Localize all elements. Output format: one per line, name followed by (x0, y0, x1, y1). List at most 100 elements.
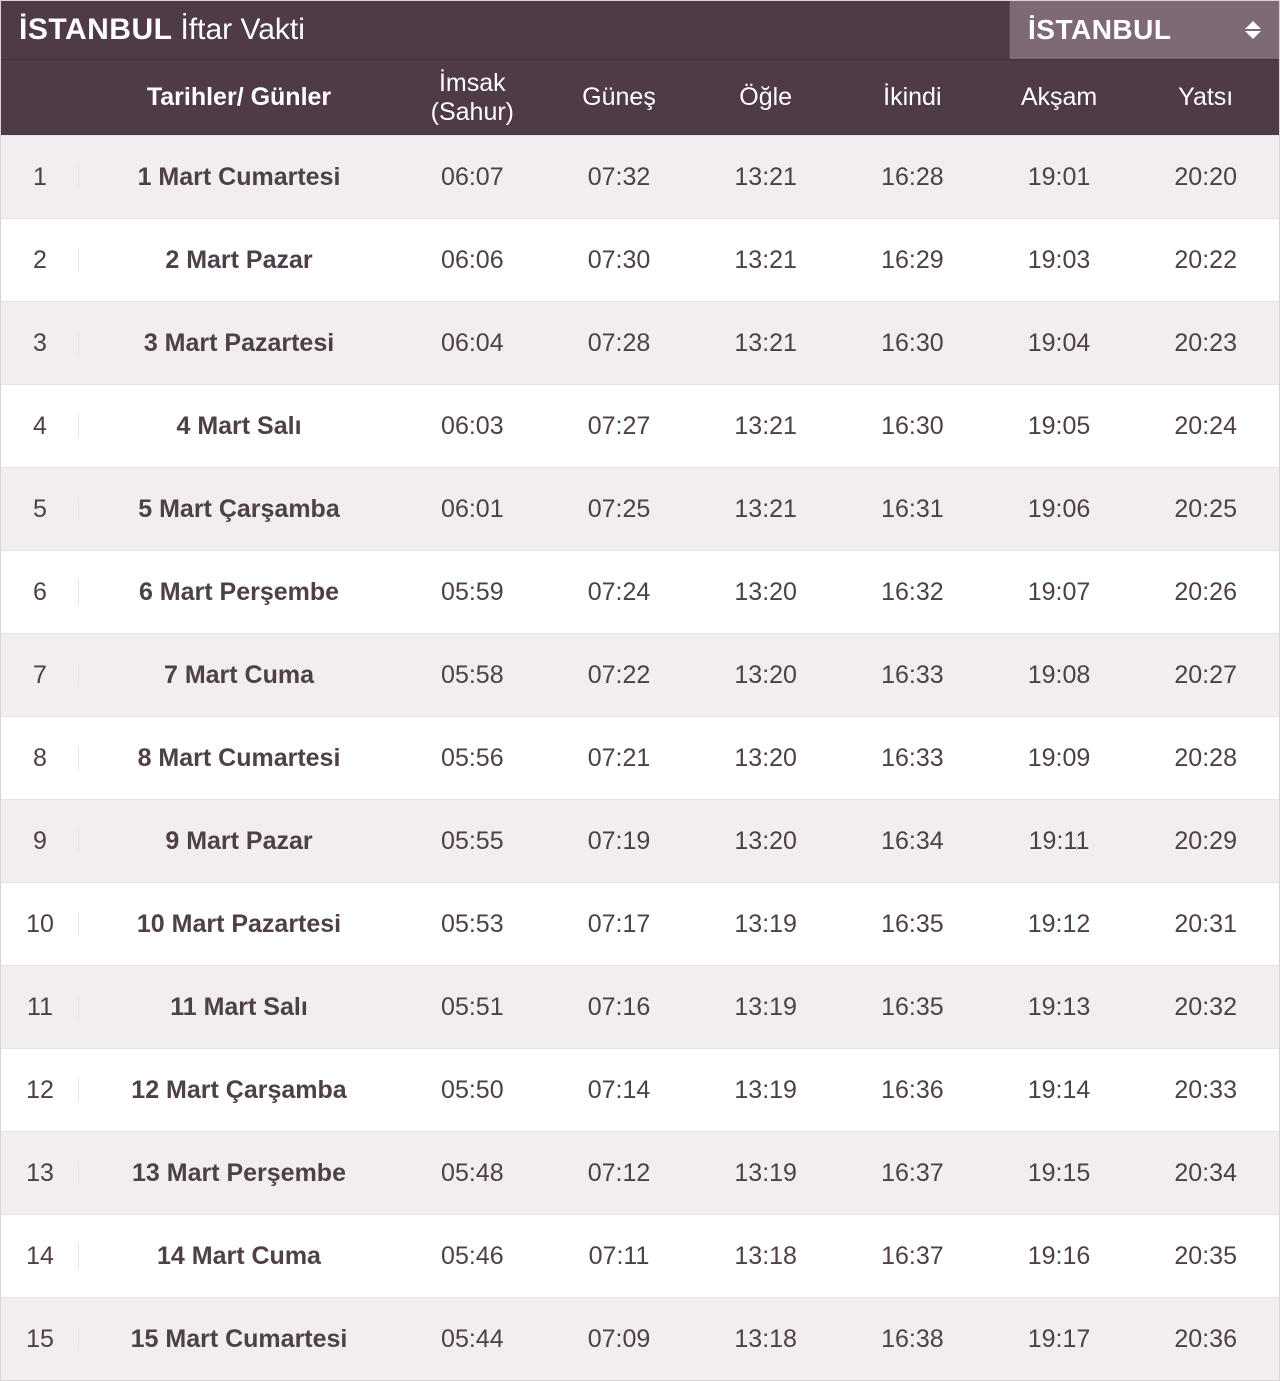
header-col-imsak: İmsak (Sahur) (399, 69, 546, 127)
cell-ikindi: 16:29 (839, 246, 986, 275)
cell-date: 4 Mart Salı (79, 412, 399, 441)
cell-yatsi: 20:29 (1132, 827, 1279, 856)
cell-ogle: 13:19 (692, 993, 839, 1022)
cell-ikindi: 16:35 (839, 910, 986, 939)
top-bar: İSTANBUL İftar Vakti İSTANBUL (1, 1, 1279, 59)
cell-index: 6 (1, 578, 79, 607)
cell-gunes: 07:32 (546, 163, 693, 192)
table-row: 88 Mart Cumartesi05:5607:2113:2016:3319:… (1, 716, 1279, 799)
header-imsak-line1: İmsak (399, 69, 546, 98)
cell-ogle: 13:21 (692, 412, 839, 441)
cell-ogle: 13:21 (692, 163, 839, 192)
cell-index: 12 (1, 1076, 79, 1105)
table-row: 11 Mart Cumartesi06:0707:3213:2116:2819:… (1, 135, 1279, 218)
cell-index: 13 (1, 1159, 79, 1188)
title-sub: İftar Vakti (180, 13, 304, 47)
cell-ogle: 13:20 (692, 827, 839, 856)
cell-yatsi: 20:31 (1132, 910, 1279, 939)
table-row: 33 Mart Pazartesi06:0407:2813:2116:3019:… (1, 301, 1279, 384)
cell-gunes: 07:19 (546, 827, 693, 856)
cell-ikindi: 16:34 (839, 827, 986, 856)
cell-gunes: 07:30 (546, 246, 693, 275)
cell-gunes: 07:12 (546, 1159, 693, 1188)
cell-gunes: 07:24 (546, 578, 693, 607)
cell-ogle: 13:19 (692, 1076, 839, 1105)
cell-gunes: 07:09 (546, 1325, 693, 1354)
city-select-dropdown[interactable]: İSTANBUL (1009, 1, 1279, 59)
cell-aksam: 19:17 (986, 1325, 1133, 1354)
cell-aksam: 19:15 (986, 1159, 1133, 1188)
cell-imsak: 06:07 (399, 163, 546, 192)
cell-aksam: 19:06 (986, 495, 1133, 524)
cell-aksam: 19:16 (986, 1242, 1133, 1271)
cell-index: 14 (1, 1242, 79, 1271)
cell-index: 1 (1, 163, 79, 192)
cell-ikindi: 16:37 (839, 1242, 986, 1271)
table-row: 1414 Mart Cuma05:4607:1113:1816:3719:162… (1, 1214, 1279, 1297)
cell-ikindi: 16:32 (839, 578, 986, 607)
header-col-date: Tarihler/ Günler (79, 83, 399, 112)
cell-yatsi: 20:35 (1132, 1242, 1279, 1271)
cell-aksam: 19:12 (986, 910, 1133, 939)
cell-yatsi: 20:25 (1132, 495, 1279, 524)
cell-index: 10 (1, 910, 79, 939)
table-row: 66 Mart Perşembe05:5907:2413:2016:3219:0… (1, 550, 1279, 633)
cell-date: 12 Mart Çarşamba (79, 1076, 399, 1105)
cell-imsak: 05:48 (399, 1159, 546, 1188)
cell-aksam: 19:14 (986, 1076, 1133, 1105)
cell-ikindi: 16:33 (839, 744, 986, 773)
cell-ikindi: 16:31 (839, 495, 986, 524)
cell-date: 9 Mart Pazar (79, 827, 399, 856)
cell-aksam: 19:03 (986, 246, 1133, 275)
cell-ogle: 13:21 (692, 495, 839, 524)
cell-ogle: 13:18 (692, 1242, 839, 1271)
cell-date: 5 Mart Çarşamba (79, 495, 399, 524)
cell-ikindi: 16:35 (839, 993, 986, 1022)
cell-aksam: 19:08 (986, 661, 1133, 690)
cell-date: 3 Mart Pazartesi (79, 329, 399, 358)
cell-ogle: 13:20 (692, 744, 839, 773)
prayer-times-table: İSTANBUL İftar Vakti İSTANBUL Tarihler/ … (0, 0, 1280, 1381)
cell-imsak: 06:06 (399, 246, 546, 275)
cell-date: 1 Mart Cumartesi (79, 163, 399, 192)
cell-imsak: 05:56 (399, 744, 546, 773)
cell-imsak: 05:44 (399, 1325, 546, 1354)
cell-imsak: 05:59 (399, 578, 546, 607)
header-imsak-line2: (Sahur) (399, 98, 546, 127)
table-header-row: Tarihler/ Günler İmsak (Sahur) Güneş Öğl… (1, 59, 1279, 135)
cell-aksam: 19:05 (986, 412, 1133, 441)
cell-aksam: 19:13 (986, 993, 1133, 1022)
cell-yatsi: 20:27 (1132, 661, 1279, 690)
cell-gunes: 07:11 (546, 1242, 693, 1271)
cell-imsak: 05:51 (399, 993, 546, 1022)
cell-gunes: 07:25 (546, 495, 693, 524)
cell-index: 3 (1, 329, 79, 358)
cell-ogle: 13:18 (692, 1325, 839, 1354)
cell-date: 13 Mart Perşembe (79, 1159, 399, 1188)
page-title: İSTANBUL İftar Vakti (1, 1, 1009, 59)
title-city: İSTANBUL (19, 13, 172, 47)
cell-imsak: 06:01 (399, 495, 546, 524)
cell-date: 6 Mart Perşembe (79, 578, 399, 607)
cell-date: 15 Mart Cumartesi (79, 1325, 399, 1354)
cell-index: 5 (1, 495, 79, 524)
table-body: 11 Mart Cumartesi06:0707:3213:2116:2819:… (1, 135, 1279, 1380)
cell-gunes: 07:28 (546, 329, 693, 358)
cell-ogle: 13:20 (692, 661, 839, 690)
cell-yatsi: 20:24 (1132, 412, 1279, 441)
cell-aksam: 19:01 (986, 163, 1133, 192)
header-col-ikindi: İkindi (839, 83, 986, 112)
cell-imsak: 05:58 (399, 661, 546, 690)
cell-ikindi: 16:37 (839, 1159, 986, 1188)
cell-aksam: 19:04 (986, 329, 1133, 358)
cell-ikindi: 16:36 (839, 1076, 986, 1105)
cell-yatsi: 20:28 (1132, 744, 1279, 773)
cell-gunes: 07:27 (546, 412, 693, 441)
header-col-ogle: Öğle (692, 83, 839, 112)
cell-yatsi: 20:32 (1132, 993, 1279, 1022)
cell-gunes: 07:14 (546, 1076, 693, 1105)
table-row: 1313 Mart Perşembe05:4807:1213:1916:3719… (1, 1131, 1279, 1214)
table-row: 22 Mart Pazar06:0607:3013:2116:2919:0320… (1, 218, 1279, 301)
table-row: 55 Mart Çarşamba06:0107:2513:2116:3119:0… (1, 467, 1279, 550)
cell-index: 2 (1, 246, 79, 275)
